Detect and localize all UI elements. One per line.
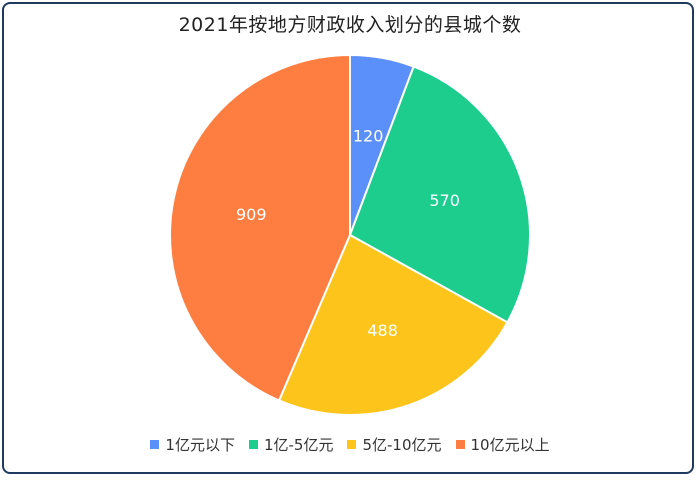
legend-item-1[interactable]: 1亿-5亿元 [248, 434, 334, 455]
pie-slice-2[interactable] [277, 233, 509, 416]
legend-item-2[interactable]: 5亿-10亿元 [347, 434, 442, 455]
legend-label-1: 1亿-5亿元 [263, 436, 334, 454]
slice-value-label-3: 909 [236, 205, 267, 224]
legend-item-3[interactable]: 10亿元以上 [455, 434, 550, 455]
pie-slice-3[interactable] [169, 53, 351, 402]
slice-value-label-2: 488 [367, 321, 398, 340]
legend-swatch-3 [455, 440, 465, 449]
legend-label-2: 5亿-10亿元 [362, 436, 442, 454]
legend-swatch-1 [248, 440, 258, 449]
slice-value-label-0: 120 [353, 126, 384, 145]
legend: 1亿元以下 1亿-5亿元 5亿-10亿元 10亿元以上 [0, 434, 700, 455]
legend-label-3: 10亿元以上 [470, 436, 550, 454]
legend-swatch-2 [347, 440, 357, 449]
legend-swatch-0 [150, 440, 160, 449]
chart-title: 2021年按地方财政收入划分的县城个数 [178, 14, 522, 36]
legend-item-0[interactable]: 1亿元以下 [150, 434, 235, 455]
pie-slice-1[interactable] [348, 65, 531, 324]
slice-value-label-1: 570 [429, 191, 460, 210]
legend-label-0: 1亿元以下 [165, 436, 235, 454]
